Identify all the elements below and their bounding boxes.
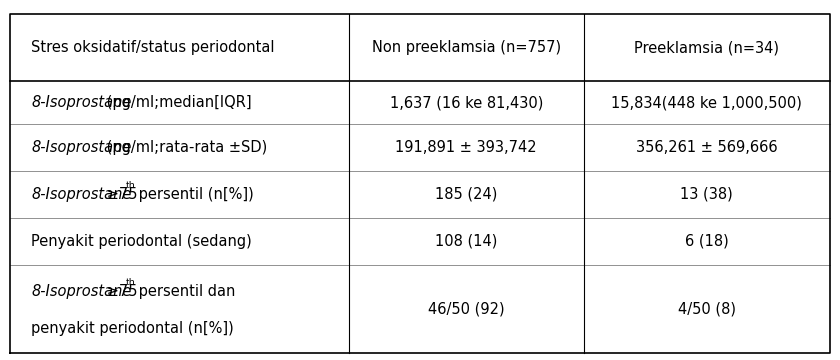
Text: 108 (14): 108 (14)	[435, 234, 497, 249]
Text: 13 (38): 13 (38)	[680, 187, 733, 202]
Text: 1,637 (16 ke 81,430): 1,637 (16 ke 81,430)	[390, 95, 543, 110]
Text: penyakit periodontal (n[%]): penyakit periodontal (n[%])	[31, 321, 234, 336]
Text: Penyakit periodontal (sedang): Penyakit periodontal (sedang)	[31, 234, 252, 249]
Text: 191,891 ± 393,742: 191,891 ± 393,742	[396, 140, 537, 155]
Text: th: th	[126, 181, 136, 190]
Text: ≥75: ≥75	[102, 187, 138, 202]
Text: 46/50 (92): 46/50 (92)	[428, 301, 505, 316]
Text: 356,261 ± 569,666: 356,261 ± 569,666	[636, 140, 778, 155]
Text: Non preeklamsia (n=757): Non preeklamsia (n=757)	[371, 40, 561, 55]
Text: 8-Isoprostane: 8-Isoprostane	[31, 95, 131, 110]
Text: (pg/ml;rata-rata ±SD): (pg/ml;rata-rata ±SD)	[102, 140, 267, 155]
Text: Preeklamsia (n=34): Preeklamsia (n=34)	[634, 40, 780, 55]
Text: 15,834(448 ke 1,000,500): 15,834(448 ke 1,000,500)	[612, 95, 802, 110]
Text: ≥75: ≥75	[102, 284, 138, 298]
Text: 185 (24): 185 (24)	[435, 187, 497, 202]
Text: persentil dan: persentil dan	[134, 284, 235, 298]
Text: Stres oksidatif/status periodontal: Stres oksidatif/status periodontal	[31, 40, 275, 55]
Text: th: th	[126, 278, 136, 287]
Text: persentil (n[%]): persentil (n[%])	[134, 187, 254, 202]
Text: (pg/ml;median[IQR]: (pg/ml;median[IQR]	[102, 95, 251, 110]
Text: 6 (18): 6 (18)	[685, 234, 729, 249]
Text: 8-Isoprostane: 8-Isoprostane	[31, 187, 131, 202]
Text: 8-Isoprostane: 8-Isoprostane	[31, 284, 131, 298]
Text: 4/50 (8): 4/50 (8)	[678, 301, 736, 316]
Text: 8-Isoprostane: 8-Isoprostane	[31, 140, 131, 155]
